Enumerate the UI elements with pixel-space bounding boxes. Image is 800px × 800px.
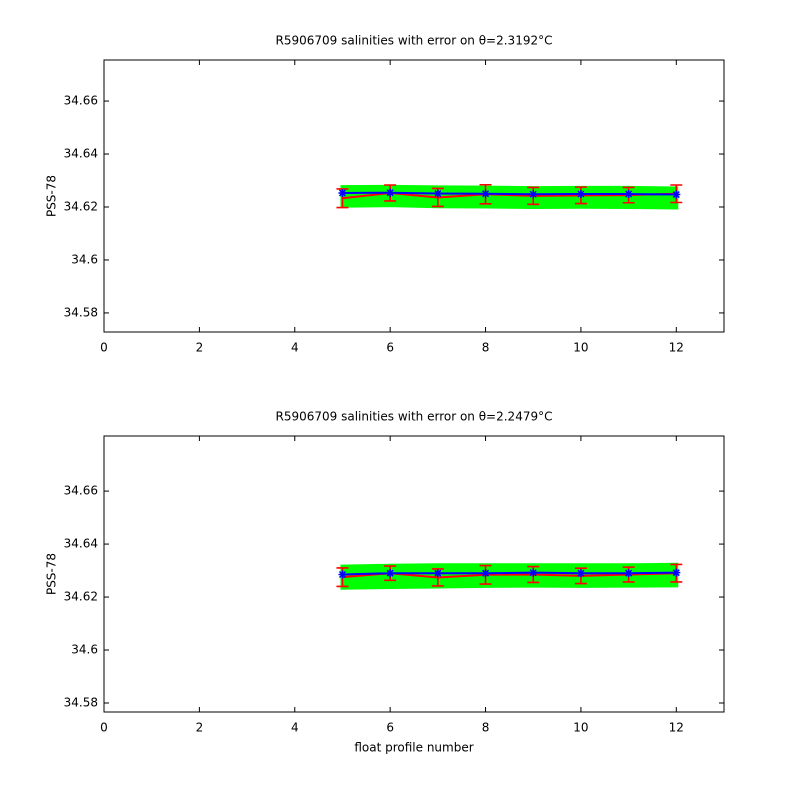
marker <box>672 190 681 199</box>
y-tick-label: 34.6 <box>71 252 98 266</box>
y-tick-label: 34.66 <box>64 94 98 108</box>
y-tick-label: 34.58 <box>64 695 98 709</box>
marker <box>529 568 538 577</box>
x-tick-label: 8 <box>482 341 490 355</box>
x-tick-label: 4 <box>291 721 299 735</box>
x-tick-label: 10 <box>573 341 588 355</box>
marker <box>338 188 347 197</box>
marker <box>338 570 347 579</box>
marker <box>576 569 585 578</box>
y-tick-label: 34.62 <box>64 590 98 604</box>
marker <box>386 569 395 578</box>
x-tick-label: 6 <box>386 341 394 355</box>
y-tick-label: 34.6 <box>71 643 98 657</box>
error-band <box>340 184 679 210</box>
y-axis-label: PSS-78 <box>45 175 59 217</box>
error-band <box>340 562 679 590</box>
y-tick-label: 34.64 <box>64 537 98 551</box>
marker <box>433 569 442 578</box>
x-tick-label: 4 <box>291 341 299 355</box>
marker <box>433 189 442 198</box>
x-axis-label: float profile number <box>354 741 473 755</box>
y-tick-label: 34.62 <box>64 199 98 213</box>
chart-title: R5906709 salinities with error on θ=2.31… <box>276 34 553 48</box>
x-tick-label: 2 <box>196 721 204 735</box>
marker <box>386 188 395 197</box>
x-tick-label: 0 <box>100 341 108 355</box>
y-axis-label: PSS-78 <box>45 553 59 595</box>
axes-frame <box>103 59 725 333</box>
x-tick-label: 6 <box>386 721 394 735</box>
x-tick-label: 8 <box>482 721 490 735</box>
x-tick-label: 12 <box>669 341 684 355</box>
marker <box>481 569 490 578</box>
chart-title: R5906709 salinities with error on θ=2.24… <box>276 410 553 424</box>
marker <box>481 189 490 198</box>
series-line <box>342 571 677 576</box>
x-tick-label: 12 <box>669 721 684 735</box>
marker <box>576 190 585 199</box>
y-tick-label: 34.66 <box>64 484 98 498</box>
x-tick-label: 10 <box>573 721 588 735</box>
x-tick-label: 2 <box>196 341 204 355</box>
x-tick-label: 0 <box>100 721 108 735</box>
series-line <box>342 191 677 196</box>
marker <box>624 190 633 199</box>
y-tick-label: 34.64 <box>64 147 98 161</box>
marker <box>672 568 681 577</box>
axes-frame <box>103 435 725 713</box>
marker <box>529 190 538 199</box>
marker <box>624 569 633 578</box>
y-tick-label: 34.58 <box>64 305 98 319</box>
